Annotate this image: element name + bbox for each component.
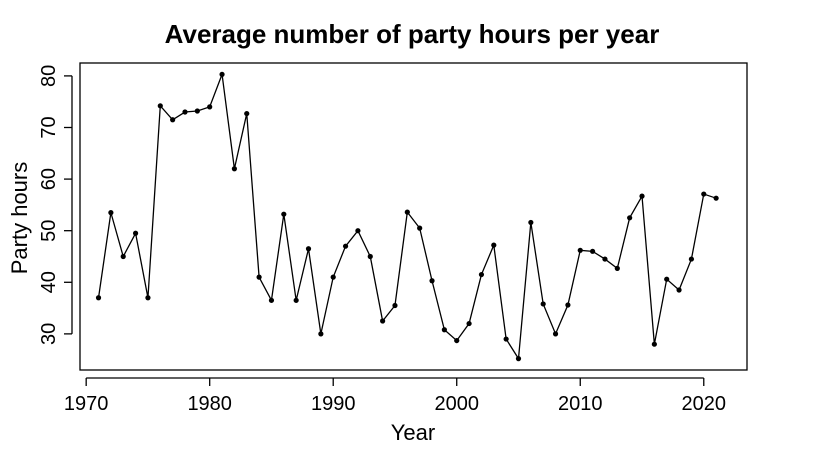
data-point bbox=[602, 256, 608, 262]
data-point bbox=[170, 117, 176, 123]
data-point bbox=[515, 356, 522, 362]
data-point bbox=[367, 253, 373, 260]
data-point bbox=[614, 265, 620, 271]
data-point bbox=[688, 256, 695, 262]
y-tick-label: 30 bbox=[38, 323, 60, 345]
x-tick-label: 1980 bbox=[187, 393, 232, 415]
data-point bbox=[392, 302, 398, 309]
data-point bbox=[330, 274, 336, 280]
data-point bbox=[108, 210, 114, 216]
data-point bbox=[590, 248, 596, 254]
x-tick-label: 2000 bbox=[434, 393, 479, 415]
x-tick-label: 1970 bbox=[64, 393, 109, 415]
data-point bbox=[528, 219, 534, 226]
data-point bbox=[145, 295, 151, 301]
data-point bbox=[466, 320, 472, 327]
y-tick-label: 40 bbox=[38, 271, 60, 293]
data-point bbox=[404, 209, 410, 215]
y-tick-label: 70 bbox=[38, 116, 60, 138]
data-point bbox=[664, 276, 670, 282]
x-tick-label: 2010 bbox=[558, 393, 603, 415]
data-point bbox=[713, 195, 719, 201]
data-point bbox=[256, 274, 262, 280]
data-point bbox=[157, 103, 163, 109]
data-point bbox=[552, 331, 559, 337]
x-tick-label: 1990 bbox=[311, 393, 356, 415]
data-point bbox=[676, 287, 682, 293]
y-tick-label: 60 bbox=[38, 168, 60, 190]
data-point bbox=[651, 341, 657, 347]
data-point bbox=[454, 337, 460, 344]
y-axis: 30 40 50 60 70 80 bbox=[38, 65, 73, 345]
data-point bbox=[503, 336, 509, 342]
data-point bbox=[305, 246, 312, 252]
plot-frame bbox=[79, 62, 748, 371]
series-line bbox=[97, 74, 717, 361]
data-point bbox=[540, 301, 546, 307]
data-point bbox=[565, 302, 571, 308]
data-point bbox=[639, 193, 645, 199]
data-point bbox=[268, 297, 275, 303]
data-point bbox=[281, 211, 287, 217]
data-point bbox=[207, 104, 213, 110]
x-axis-label: Year bbox=[391, 420, 435, 445]
chart-title: Average number of party hours per year bbox=[165, 19, 660, 49]
y-tick-label: 50 bbox=[38, 220, 60, 242]
data-point bbox=[219, 71, 225, 77]
data-point bbox=[355, 228, 361, 234]
data-point bbox=[95, 295, 102, 301]
x-axis: 1970 1980 1990 2000 2010 2020 bbox=[64, 377, 727, 415]
data-point bbox=[194, 108, 200, 114]
data-point bbox=[318, 331, 324, 337]
data-point bbox=[491, 242, 497, 248]
y-axis-label: Party hours bbox=[7, 162, 32, 275]
data-point bbox=[380, 318, 386, 324]
data-point bbox=[231, 166, 237, 172]
data-point bbox=[577, 247, 583, 253]
data-point bbox=[342, 243, 349, 249]
data-point bbox=[701, 191, 707, 197]
data-point bbox=[120, 253, 126, 260]
data-point bbox=[627, 215, 633, 221]
series-party-hours bbox=[95, 71, 719, 362]
x-tick-label: 2020 bbox=[682, 393, 727, 415]
data-point bbox=[293, 297, 299, 303]
data-point bbox=[429, 278, 435, 284]
data-point bbox=[441, 327, 447, 333]
y-tick-label: 80 bbox=[38, 65, 60, 87]
data-point bbox=[478, 271, 485, 278]
data-point bbox=[182, 109, 188, 115]
data-point bbox=[417, 225, 423, 231]
data-point bbox=[244, 110, 250, 117]
data-point bbox=[132, 230, 139, 236]
